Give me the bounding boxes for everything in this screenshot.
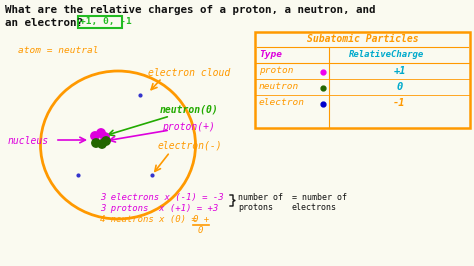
Text: electron cloud: electron cloud [148, 68, 230, 78]
Text: Subatomic Particles: Subatomic Particles [307, 34, 419, 44]
Text: RelativeCharge: RelativeCharge [349, 50, 424, 59]
Circle shape [91, 132, 99, 140]
Text: 0 +: 0 + [193, 215, 209, 224]
Text: = number of: = number of [292, 193, 347, 202]
Text: atom = neutral: atom = neutral [18, 46, 99, 55]
Text: Type: Type [259, 50, 282, 59]
Text: +1: +1 [393, 66, 406, 76]
Text: electrons: electrons [292, 203, 337, 212]
Text: +1, 0, -1: +1, 0, -1 [80, 17, 132, 26]
Bar [255, 32, 470, 128]
Text: What are the relative charges of a proton, a neutron, and: What are the relative charges of a proto… [5, 5, 375, 15]
Text: 4 neutrons x (0) =: 4 neutrons x (0) = [100, 215, 197, 224]
Text: an electron?: an electron? [5, 18, 83, 28]
Text: nucleus: nucleus [8, 136, 49, 146]
Circle shape [97, 129, 105, 137]
Text: 3 electrons x (-1) = -3: 3 electrons x (-1) = -3 [100, 193, 224, 202]
Text: 0: 0 [396, 82, 402, 92]
Circle shape [102, 137, 110, 145]
Text: number of: number of [238, 193, 283, 202]
Text: protons: protons [238, 203, 273, 212]
Circle shape [98, 140, 106, 148]
Text: proton(+): proton(+) [162, 122, 215, 132]
Circle shape [92, 139, 100, 147]
Text: electron: electron [259, 98, 305, 107]
Text: -1: -1 [393, 98, 406, 108]
Text: 3 protons  x (+1) = +3: 3 protons x (+1) = +3 [100, 204, 218, 213]
Text: 0: 0 [198, 226, 203, 235]
Text: neutron(0): neutron(0) [160, 105, 219, 115]
Circle shape [101, 133, 109, 141]
Text: proton: proton [259, 66, 293, 75]
Text: neutron: neutron [259, 82, 299, 91]
Text: electron(-): electron(-) [158, 140, 223, 150]
